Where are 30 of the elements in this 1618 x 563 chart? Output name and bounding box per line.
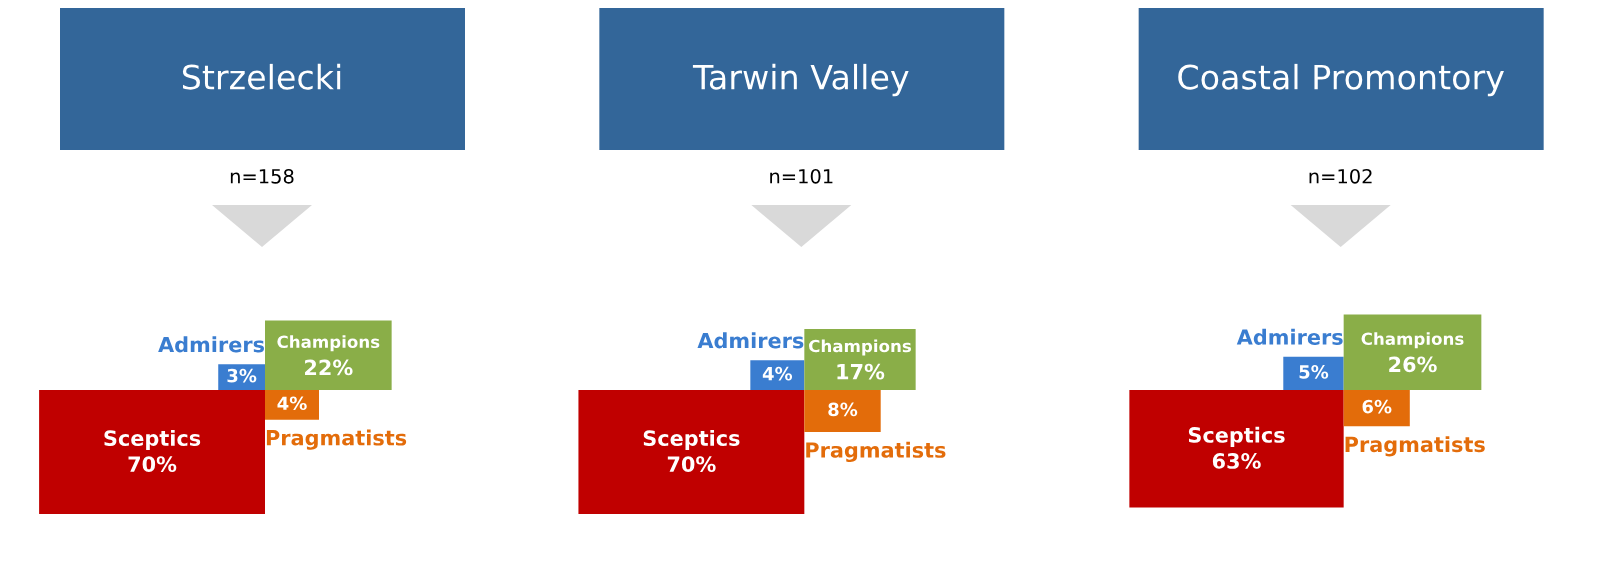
category-label: Pragmatists xyxy=(806,441,946,463)
data-label: 4% xyxy=(277,396,307,411)
data-label: 70% xyxy=(128,456,177,473)
text: n=102 xyxy=(1309,168,1372,184)
data-label: 63% xyxy=(1212,453,1261,469)
text: Strzelecki xyxy=(182,63,341,90)
category-label: Pragmatists xyxy=(266,429,407,450)
text: Coastal Promontory xyxy=(1178,63,1504,97)
category-label: Admirers xyxy=(697,332,804,349)
category-label: Champions xyxy=(277,335,380,352)
category-label: Admirers xyxy=(1236,328,1343,345)
category-label: Sceptics xyxy=(1188,426,1285,447)
data-label: 4% xyxy=(762,366,793,381)
text: Tarwin Valley xyxy=(692,63,909,97)
category-label: Pragmatists xyxy=(1345,436,1485,457)
data-label: 6% xyxy=(1362,399,1392,414)
category-label: Sceptics xyxy=(104,429,201,451)
category-label: Champions xyxy=(809,339,911,356)
category-label: Admirers xyxy=(158,336,265,353)
category-label: Champions xyxy=(1361,332,1464,349)
data-label: 26% xyxy=(1389,356,1437,373)
data-label: 70% xyxy=(667,456,716,473)
text: n=158 xyxy=(230,168,294,184)
data-label: 8% xyxy=(828,402,858,417)
data-label: 22% xyxy=(305,359,353,376)
data-label: 3% xyxy=(227,368,257,383)
category-label: Sceptics xyxy=(643,429,740,451)
data-label: 5% xyxy=(1299,365,1329,379)
data-label: 17% xyxy=(837,363,885,380)
text: n=101 xyxy=(770,168,833,184)
